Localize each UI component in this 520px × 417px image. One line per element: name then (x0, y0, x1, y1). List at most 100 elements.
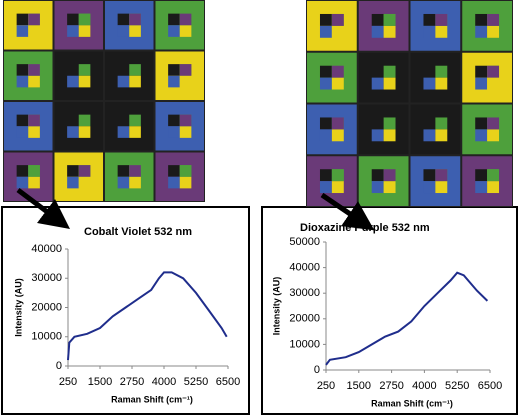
chart-title: Cobalt Violet 532 nm (84, 226, 192, 238)
y-axis-label: Intensity (AU) (13, 278, 23, 337)
paintings (3, 0, 513, 207)
y-tick-label: 40000 (31, 243, 62, 255)
tile-quadrant (67, 165, 79, 177)
tile-quadrant (331, 77, 344, 90)
data-line (325, 271, 489, 366)
tile-quadrant (179, 64, 192, 76)
tile-quadrant (487, 181, 500, 194)
tile-quadrant (423, 117, 436, 130)
y-tick-label: 20000 (289, 313, 320, 325)
tile-quadrant (331, 117, 344, 130)
tile-quadrant (371, 25, 384, 38)
tile-quadrant (179, 165, 192, 177)
tile-quadrant (319, 117, 332, 130)
tile-quadrant (331, 169, 344, 182)
tile-quadrant (319, 169, 332, 182)
y-tick-label: 10000 (289, 338, 320, 350)
tile-quadrant (16, 114, 29, 127)
tile-quadrant (371, 77, 384, 90)
tile-quadrant (487, 117, 500, 130)
tile-quadrant (423, 129, 436, 142)
tile-quadrant (435, 181, 448, 194)
tile-quadrant (67, 64, 79, 76)
tile-quadrant (16, 165, 29, 177)
y-axis-label: Intensity (AU) (271, 277, 281, 336)
tile-quadrant (487, 25, 500, 38)
tile-quadrant (129, 165, 141, 177)
tile-quadrant (28, 25, 40, 37)
x-tick-label: 4000 (152, 376, 176, 388)
tile-quadrant (371, 13, 384, 26)
y-tick-label: 40000 (289, 262, 320, 274)
tile-quadrant (168, 13, 180, 26)
tile-quadrant (487, 129, 500, 142)
tile-quadrant (179, 25, 192, 37)
tile-quadrant (331, 13, 344, 26)
tile-quadrant (117, 25, 130, 37)
tile-quadrant (16, 126, 29, 138)
x-tick-label: 5250 (445, 380, 469, 392)
tile-quadrant (319, 25, 332, 38)
tile-quadrant (168, 165, 180, 177)
tile-quadrant (383, 25, 396, 38)
tile-quadrant (67, 25, 79, 37)
tile-quadrant (371, 65, 384, 78)
tile-quadrant (435, 65, 448, 78)
tile-quadrant (319, 77, 332, 90)
x-tick-label: 250 (59, 376, 77, 388)
tile-quadrant (331, 25, 344, 38)
tile-quadrant (168, 126, 180, 138)
tile-quadrant (78, 126, 91, 138)
tile-quadrant (129, 13, 141, 26)
tile-quadrant (129, 126, 141, 138)
y-tick-label: 30000 (289, 287, 320, 299)
x-tick-label: 1500 (88, 376, 112, 388)
tile-quadrant (423, 13, 436, 26)
tile-quadrant (16, 75, 29, 88)
chart-frame (261, 206, 518, 415)
tile-quadrant (179, 13, 192, 26)
tile-quadrant (67, 75, 79, 88)
tile-quadrant (67, 114, 79, 127)
tile-quadrant (117, 75, 130, 88)
tile-quadrant (16, 176, 29, 189)
tile-quadrant (435, 169, 448, 182)
tile-quadrant (67, 126, 79, 138)
tile-quadrant (117, 114, 130, 127)
tile-quadrant (168, 75, 180, 88)
y-tick-label: 20000 (31, 301, 62, 313)
tile-quadrant (319, 65, 332, 78)
y-tick-label: 0 (314, 364, 320, 376)
tile-quadrant (423, 65, 436, 78)
tile-quadrant (383, 13, 396, 26)
tile-quadrant (423, 25, 436, 38)
tile-quadrant (487, 77, 500, 90)
tile-quadrant (383, 169, 396, 182)
tile-quadrant (168, 114, 180, 127)
tile-quadrant (423, 77, 436, 90)
tile-quadrant (383, 129, 396, 142)
tile-quadrant (331, 181, 344, 194)
tile-quadrant (28, 13, 40, 26)
x-tick-label: 6500 (216, 376, 240, 388)
tile-quadrant (423, 169, 436, 182)
y-tick-label: 0 (56, 360, 62, 372)
chart-title: Dioxazine Purple 532 nm (300, 222, 430, 234)
tile-quadrant (475, 181, 488, 194)
tile-quadrant (117, 64, 130, 76)
x-tick-label: 5250 (184, 376, 208, 388)
y-tick-label: 10000 (31, 331, 62, 343)
tile-quadrant (371, 117, 384, 130)
x-tick-label: 6500 (478, 380, 502, 392)
tile-quadrant (168, 25, 180, 37)
tile-quadrant (435, 129, 448, 142)
tile-quadrant (383, 77, 396, 90)
tile-quadrant (28, 176, 40, 189)
tile-quadrant (487, 169, 500, 182)
tile-quadrant (78, 176, 91, 189)
x-axis-label: Raman Shift (cm⁻¹) (371, 398, 453, 408)
tile-quadrant (487, 65, 500, 78)
tile-quadrant (16, 64, 29, 76)
y-tick-label: 30000 (31, 272, 62, 284)
